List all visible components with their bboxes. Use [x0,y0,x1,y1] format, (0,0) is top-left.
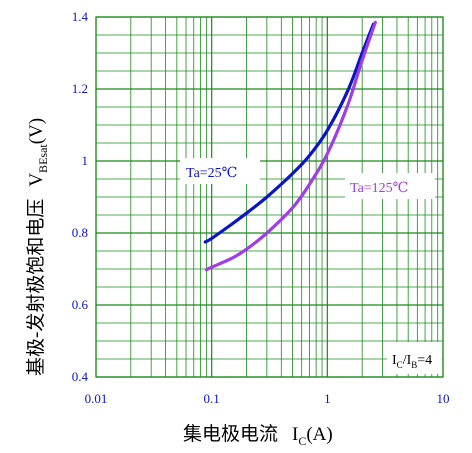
x-tick-label: 10 [437,391,450,406]
x-axis-label: 集电极电流 IC(A) [183,423,333,448]
x-tick-label: 0.1 [204,391,220,406]
x-tick-labels: 0.01 0.1 1 10 [85,391,450,406]
x-tick-label: 1 [324,391,331,406]
y-tick-label: 0.6 [72,297,89,312]
series-label-125: Ta=125℃ [350,181,408,196]
y-tick-label: 1.2 [72,81,88,96]
y-tick-labels: 0.4 0.6 0.8 1 1.2 1.4 [72,9,89,384]
y-tick-label: 1.4 [72,9,89,24]
series-label-box-25 [180,158,260,184]
series-label-25: Ta=25℃ [186,166,237,181]
y-tick-label: 0.8 [72,225,88,240]
series-layer [203,20,377,272]
condition-box [387,342,442,374]
y-tick-label: 1 [82,153,89,168]
y-axis-label: 基极-发射极饱和电压VBEsat(V) [25,118,50,376]
plot-frame [95,16,444,378]
series-line-ta-25c [203,22,375,244]
series-line-ta-125c [204,20,377,272]
series-label-box-125 [345,173,435,199]
x-tick-label: 0.01 [85,391,108,406]
y-tick-label: 0.4 [72,369,89,384]
condition-label: IC/IB=4 [392,353,432,370]
